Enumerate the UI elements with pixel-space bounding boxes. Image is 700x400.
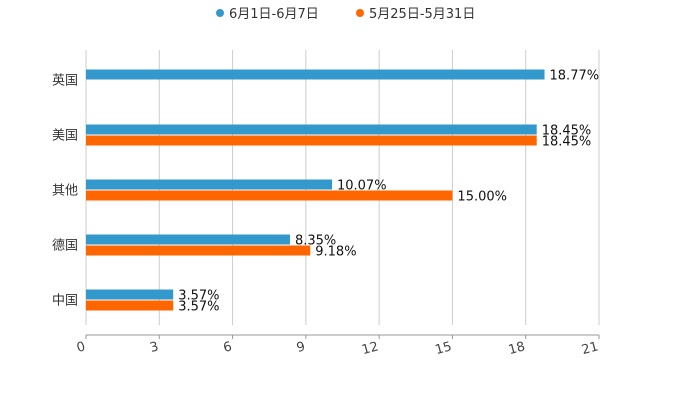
bars: 18.77% 18.45%18.45% 10.07% 15.00% 8.35%9.18%… [86,69,599,315]
bar [86,300,174,311]
tick-label: 18 [507,339,527,358]
bar [86,289,174,300]
category-label: 英国 [52,74,78,89]
tick-label: 12 [360,339,380,358]
data-label: 18.45% [542,124,592,139]
legend-label: 5月25日-5月31日 [369,7,475,22]
legend: 6月1日-6月7日 5月25日-5月31日 [216,7,475,22]
bar [86,190,453,201]
legend-label: 6月1日-6月7日 [229,7,319,22]
data-label: 9.18% [315,245,356,260]
bar [86,69,545,80]
tick-label: 3 [148,339,160,356]
tick-label: 9 [295,339,307,356]
legend-marker [356,9,364,17]
data-label: 15.00% [457,190,507,205]
data-label: 10.07% [337,179,387,194]
category-label: 中国 [52,294,78,309]
category-label: 美国 [52,129,78,144]
tick-label: 15 [434,339,454,358]
category-label: 其他 [52,184,78,199]
tick-label: 6 [222,339,234,356]
data-label: 3.57% [178,289,219,304]
legend-marker [216,9,224,17]
category-label: 德国 [52,239,78,254]
bar [86,179,332,190]
bar [86,124,537,135]
data-label: 18.45% [542,135,592,150]
bar [86,234,290,245]
data-label: 18.77% [550,69,600,84]
tick-label: 21 [580,339,600,358]
bar [86,245,311,256]
tick-label: 0 [75,339,87,356]
bar [86,135,537,146]
x-axis: 0 3 6 9 12 15 18 21 [75,334,600,358]
data-label: 3.57% [178,300,219,315]
data-label: 8.35% [295,234,336,249]
